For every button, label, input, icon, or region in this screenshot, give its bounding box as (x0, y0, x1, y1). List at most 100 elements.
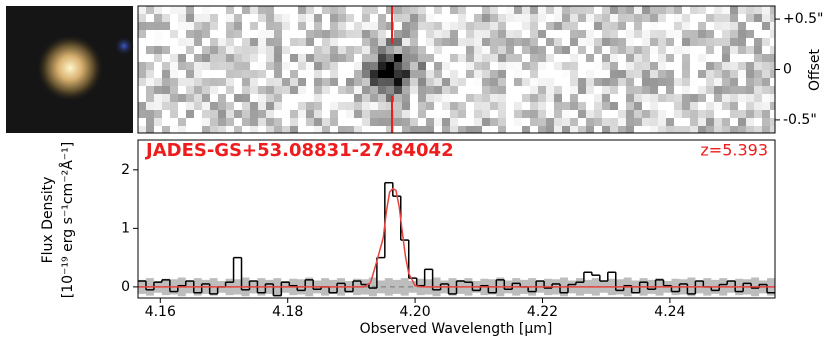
pixel (610, 54, 618, 62)
pixel (306, 38, 314, 46)
pixel (490, 78, 498, 86)
pixel (362, 86, 370, 94)
pixel (546, 110, 554, 118)
plot-frame (137, 139, 776, 299)
pixel (170, 38, 178, 46)
pixel (730, 86, 738, 94)
pixel (402, 22, 410, 30)
pixel (642, 102, 650, 110)
pixel (194, 70, 202, 78)
pixel (466, 46, 474, 54)
pixel (138, 70, 146, 78)
pixel (442, 6, 450, 14)
pixel (738, 110, 746, 118)
pixel (738, 38, 746, 46)
pixel (362, 110, 370, 118)
pixel (578, 86, 586, 94)
pixel (538, 14, 546, 22)
pixel (658, 14, 666, 22)
pixel (314, 14, 322, 22)
pixel (162, 30, 170, 38)
pixel (530, 86, 538, 94)
pixel (322, 22, 330, 30)
pixel (770, 22, 775, 30)
pixel (418, 14, 426, 22)
pixel (418, 6, 426, 14)
pixel (298, 70, 306, 78)
pixel (266, 22, 274, 30)
pixel (162, 78, 170, 86)
pixel (178, 54, 186, 62)
pixel (474, 118, 482, 126)
pixel (714, 30, 722, 38)
pixel (706, 6, 714, 14)
pixel (274, 94, 282, 102)
pixel (410, 110, 418, 118)
pixel (746, 54, 754, 62)
pixel (610, 46, 618, 54)
pixel (690, 94, 698, 102)
pixel (722, 6, 730, 14)
pixel (658, 94, 666, 102)
pixel (666, 94, 674, 102)
pixel (610, 110, 618, 118)
pixel (370, 22, 378, 30)
pixel (730, 102, 738, 110)
pixel (306, 46, 314, 54)
pixel (346, 14, 354, 22)
pixel (362, 70, 370, 78)
pixel (626, 102, 634, 110)
pixel (530, 70, 538, 78)
pixel (402, 78, 410, 86)
pixel (514, 38, 522, 46)
pixel (730, 70, 738, 78)
pixel (610, 78, 618, 86)
pixel (706, 54, 714, 62)
pixel (290, 14, 298, 22)
pixel (434, 30, 442, 38)
pixel (466, 118, 474, 126)
pixel (258, 126, 266, 133)
pixel (162, 38, 170, 46)
pixel (698, 78, 706, 86)
pixel (626, 6, 634, 14)
pixel (506, 54, 514, 62)
pixel (754, 102, 762, 110)
pixel (650, 110, 658, 118)
pixel (258, 102, 266, 110)
pixel (754, 78, 762, 86)
pixel (306, 94, 314, 102)
pixel (514, 86, 522, 94)
pixel (618, 70, 626, 78)
pixel (714, 110, 722, 118)
pixel (282, 38, 290, 46)
pixel (322, 118, 330, 126)
pixel (674, 46, 682, 54)
x-tick-label: 4.18 (272, 304, 303, 320)
pixel (426, 38, 434, 46)
pixel (378, 118, 386, 126)
pixel (466, 30, 474, 38)
pixel (194, 62, 202, 70)
pixel (498, 14, 506, 22)
pixel (674, 118, 682, 126)
pixel (594, 70, 602, 78)
pixel (146, 6, 154, 14)
pixel (434, 86, 442, 94)
pixel (458, 126, 466, 133)
pixel (450, 54, 458, 62)
pixel (202, 30, 210, 38)
pixel (682, 46, 690, 54)
pixel (154, 46, 162, 54)
pixel (314, 46, 322, 54)
pixel (194, 126, 202, 133)
pixel (546, 46, 554, 54)
pixel (514, 78, 522, 86)
pixel (322, 78, 330, 86)
pixel (146, 110, 154, 118)
pixel (690, 86, 698, 94)
pixel (282, 6, 290, 14)
pixel (570, 126, 578, 133)
pixel (210, 62, 218, 70)
pixel (642, 14, 650, 22)
